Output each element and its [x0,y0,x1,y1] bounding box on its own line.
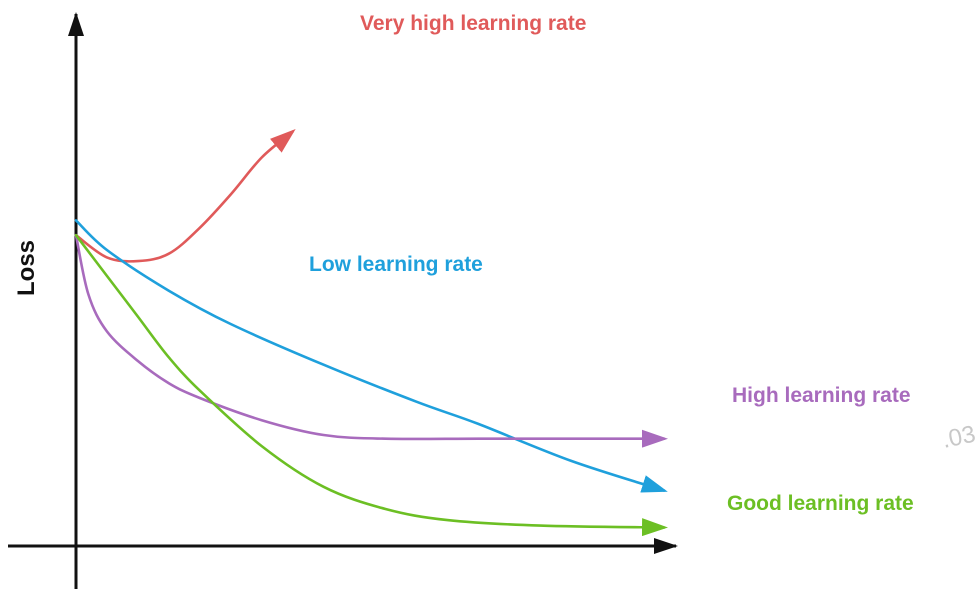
series-layer [74,129,668,537]
series-line-high-learning-rate [74,233,668,448]
series-line-very-high-learning-rate [74,129,296,263]
series-line-good-learning-rate [74,233,668,537]
series-labels: Very high learning rate Low learning rat… [309,12,914,515]
series-label-very-high-learning-rate: Very high learning rate [360,12,586,35]
watermark-text: .03 [940,421,975,454]
axes [8,12,678,589]
y-axis-label: Loss [13,240,40,296]
series-line-low-learning-rate [74,219,668,493]
series-label-high-learning-rate: High learning rate [732,384,911,407]
series-label-good-learning-rate: Good learning rate [727,492,914,515]
series-label-low-learning-rate: Low learning rate [309,253,483,276]
